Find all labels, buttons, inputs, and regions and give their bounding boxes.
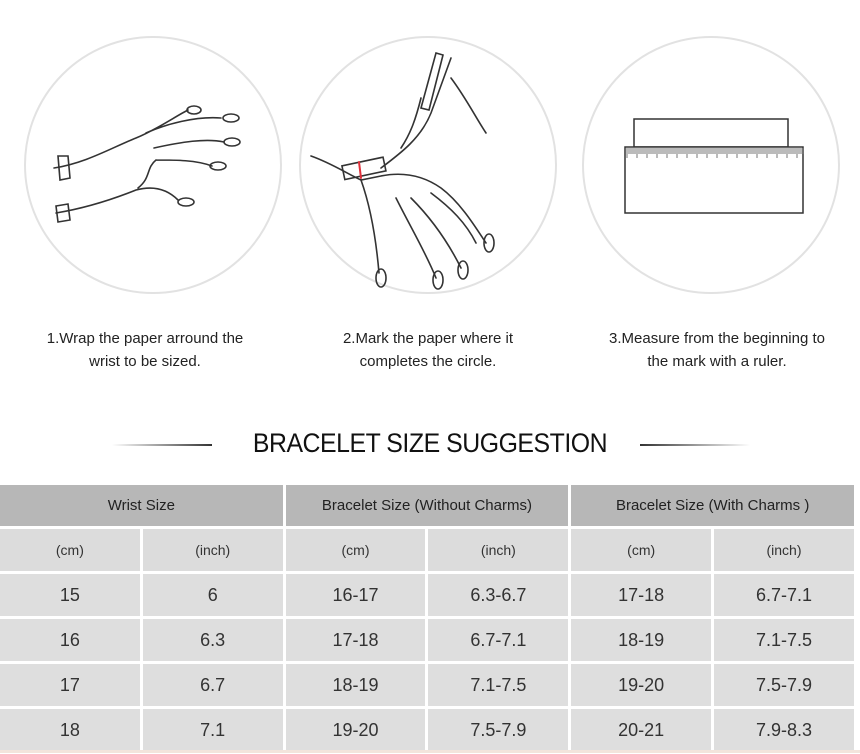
table-cell: 17-18 [571,574,712,616]
table-cell: 7.1 [142,709,283,751]
table-cell: 7.1-7.5 [714,619,854,661]
unit-header: (inch) [142,529,283,571]
table-row: 15 6 16-17 6.3-6.7 17-18 6.7-7.1 [0,574,854,616]
table-cell: 19-20 [571,664,712,706]
size-table: Wrist Size Bracelet Size (Without Charms… [0,482,857,754]
group-wrist: Wrist Size [0,485,283,526]
table-cell: 6.3 [142,619,283,661]
hand-mark-icon [310,52,495,290]
table-cell: 17-18 [285,619,426,661]
table-cell: 18-19 [285,664,426,706]
table-cell: 20-21 [571,709,712,751]
ruler-icon [624,118,804,214]
page-title: BRACELET SIZE SUGGESTION [252,428,608,458]
table-cell: 7.1-7.5 [428,664,569,706]
table-row: 16 6.3 17-18 6.7-7.1 18-19 7.1-7.5 [0,619,854,661]
table-cell: 18-19 [571,619,712,661]
caption-line: 2.Mark the paper where it [342,330,514,347]
table-cell: 7.9-8.3 [714,709,854,751]
unit-header: (inch) [714,529,854,571]
table-cell: 6.7-7.1 [714,574,854,616]
table-unit-header: (cm) (inch) (cm) (inch) (cm) (inch) [0,529,854,571]
unit-header: (cm) [571,529,712,571]
table-cell: 18 [0,709,140,751]
group-without-charms: Bracelet Size (Without Charms) [285,485,569,526]
unit-header: (inch) [428,529,569,571]
bottom-strip [0,750,860,753]
table-row: 17 6.7 18-19 7.1-7.5 19-20 7.5-7.9 [0,664,854,706]
title-decoration-left [112,444,212,446]
unit-header: (cm) [0,529,140,571]
group-with-charms: Bracelet Size (With Charms ) [571,485,854,526]
step-2-circle [299,36,557,294]
table-row: 18 7.1 19-20 7.5-7.9 20-21 7.9-8.3 [0,709,854,751]
step-1-caption: 1.Wrap the paper arround the wrist to be … [0,327,290,373]
step-3-caption: 3.Measure from the beginning to the mark … [572,327,860,373]
table-cell: 15 [0,574,140,616]
caption-line: completes the circle. [359,353,497,370]
caption-line: 3.Measure from the beginning to [609,330,825,347]
table-cell: 19-20 [285,709,426,751]
table-cell: 7.5-7.9 [714,664,854,706]
step-1-circle [24,36,282,294]
title-decoration-right [640,444,750,446]
table-cell: 6.7 [142,664,283,706]
table-cell: 6 [142,574,283,616]
step-2-caption: 2.Mark the paper where it completes the c… [283,327,573,373]
caption-line: wrist to be sized. [89,353,201,370]
table-cell: 6.7-7.1 [428,619,569,661]
caption-line: the mark with a ruler. [647,353,787,370]
caption-line: 1.Wrap the paper arround the [46,330,244,347]
table-cell: 16-17 [285,574,426,616]
table-cell: 6.3-6.7 [428,574,569,616]
table-cell: 16 [0,619,140,661]
table-cell: 7.5-7.9 [428,709,569,751]
table-group-header: Wrist Size Bracelet Size (Without Charms… [0,485,854,526]
hand-wrap-icon [53,105,241,223]
unit-header: (cm) [285,529,426,571]
table-cell: 17 [0,664,140,706]
step-3-circle [582,36,840,294]
